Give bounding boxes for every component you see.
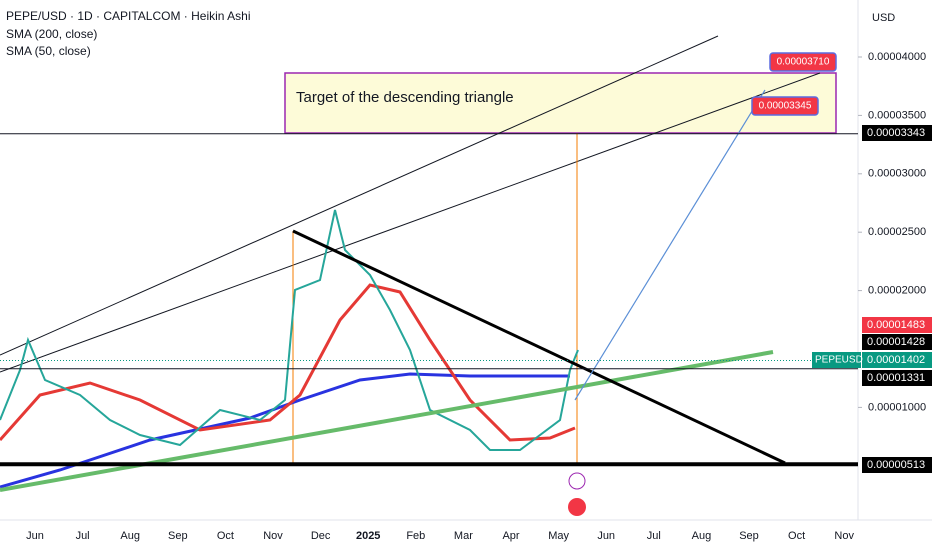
price-label: 0.00000513 <box>867 459 925 471</box>
time-label: Feb <box>406 530 425 542</box>
price-label-bg <box>862 352 932 368</box>
time-label: Jun <box>597 530 615 542</box>
callout-label: 0.00003710 <box>777 57 830 68</box>
price-label-bg <box>862 457 932 473</box>
price-tick-label: 0.00002500 <box>868 226 926 238</box>
time-label: Apr <box>502 530 519 542</box>
price <box>0 209 579 451</box>
projection-line <box>574 89 766 401</box>
price-tick-label: 0.00002000 <box>868 285 926 297</box>
indicator: SMA (50, close) <box>6 44 91 58</box>
sma-50 <box>0 283 576 442</box>
support-line <box>0 350 774 492</box>
trend-line <box>0 72 821 373</box>
symbol-bg <box>812 352 861 368</box>
sma-200 <box>0 372 570 489</box>
time-label: Oct <box>217 530 234 542</box>
time-label: Sep <box>739 530 759 542</box>
time-label: Nov <box>263 530 283 542</box>
time-label: Mar <box>454 530 473 542</box>
price-label: 0.00003343 <box>867 127 925 139</box>
price-label-bg <box>862 334 932 350</box>
price-tick-label: 0.00004000 <box>868 51 926 63</box>
time-label: Sep <box>168 530 188 542</box>
time-label: Oct <box>788 530 805 542</box>
price-label-bg <box>862 370 932 386</box>
trend-line <box>0 35 719 356</box>
time-label: Jul <box>76 530 90 542</box>
price-label: 0.00001428 <box>867 336 925 348</box>
event-icon[interactable] <box>568 472 586 490</box>
indicator: SMA (200, close) <box>6 27 97 41</box>
callout-label: 0.00003345 <box>759 101 812 112</box>
time-label: Aug <box>120 530 140 542</box>
price-label-bg <box>862 125 932 141</box>
currency: USD <box>872 12 895 24</box>
annotation-text: Target of the descending triangle <box>296 89 514 106</box>
time-label: Aug <box>692 530 712 542</box>
time-label: Jun <box>26 530 44 542</box>
time-label: May <box>548 530 569 542</box>
price-tick-label: 0.00003000 <box>868 168 926 180</box>
symbol-label: PEPEUSD <box>815 355 863 366</box>
price-label: 0.00001483 <box>867 319 925 331</box>
callout <box>769 52 837 72</box>
price-label-bg <box>862 317 932 333</box>
time-label: Jul <box>647 530 661 542</box>
time-label: Nov <box>834 530 854 542</box>
resistance-line <box>292 229 786 465</box>
callout <box>751 96 819 116</box>
time-label: 2025 <box>356 530 380 542</box>
title: PEPE/USD · 1D · CAPITALCOM · Heikin Ashi <box>6 9 251 23</box>
time-label: Dec <box>311 530 331 542</box>
price-label: 0.00001331 <box>867 372 925 384</box>
price-tick-label: 0.00003500 <box>868 109 926 121</box>
price-label: 0.00001402 <box>867 354 925 366</box>
price-tick-label: 0.00001000 <box>868 401 926 413</box>
event-icon[interactable] <box>568 498 586 516</box>
